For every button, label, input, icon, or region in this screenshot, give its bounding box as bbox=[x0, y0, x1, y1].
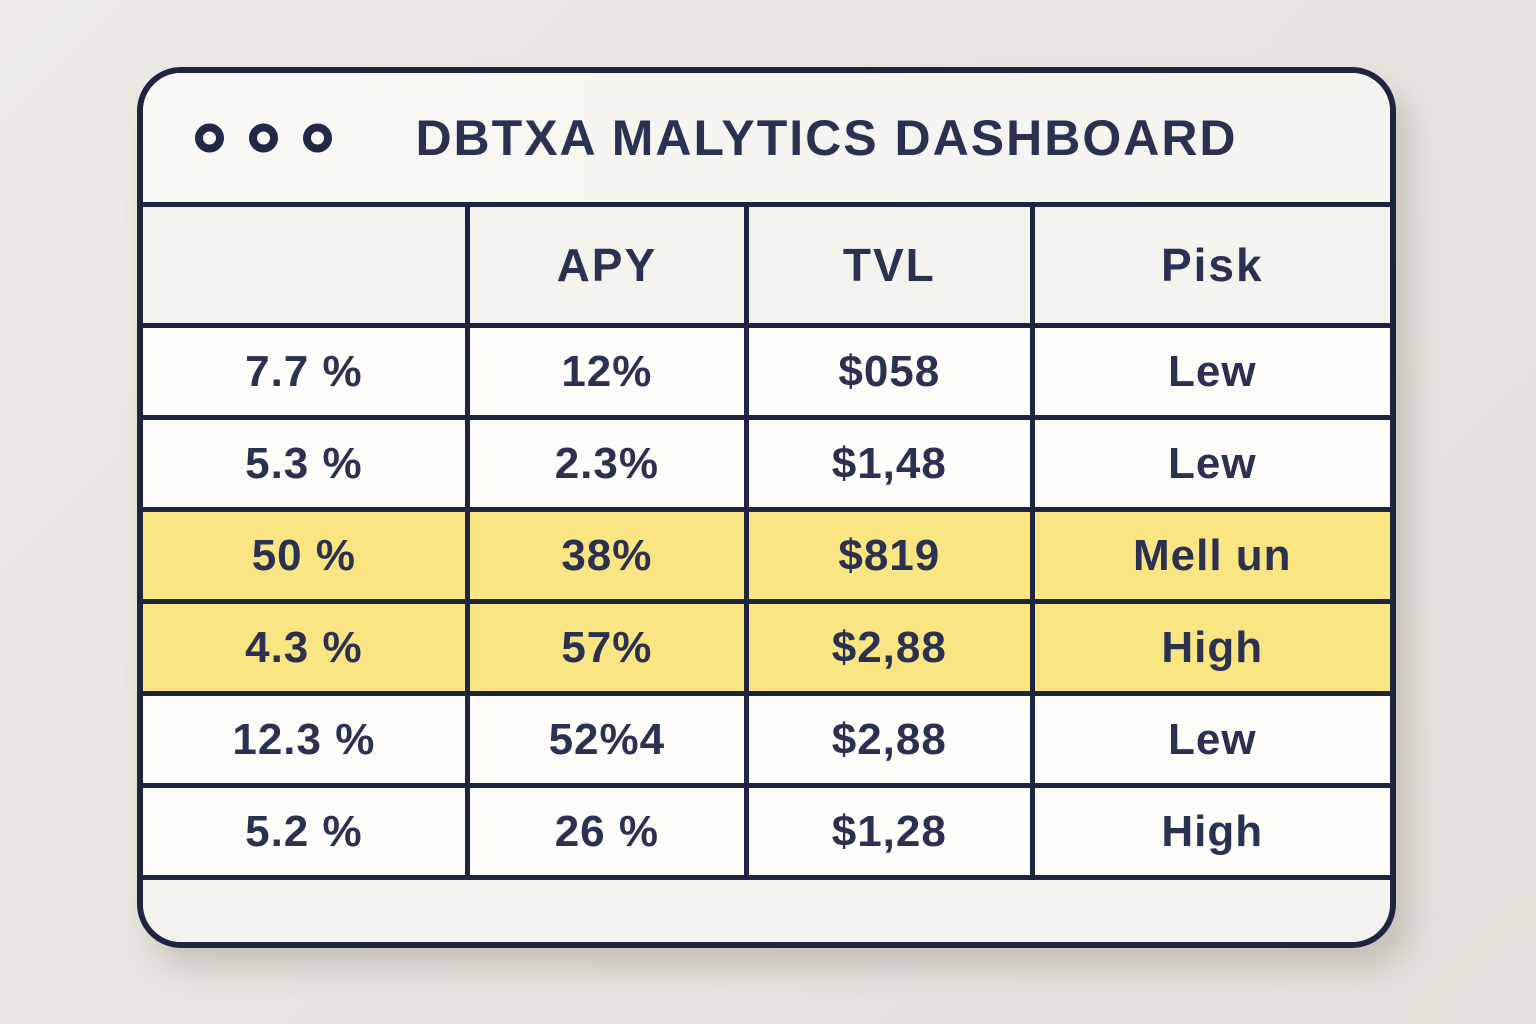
table-cell-r1-c3: $058 bbox=[749, 328, 1035, 420]
table-cell-r6-c2: 26 % bbox=[469, 788, 750, 880]
table-cell-r1-c2: 12% bbox=[469, 328, 750, 420]
table-cell-r2-c3: $1,48 bbox=[749, 420, 1035, 512]
table-cell-r3-c3: $819 bbox=[749, 512, 1035, 604]
table-cell-r2-c1: 5.3 % bbox=[143, 420, 470, 512]
table-cell-r5-c4: Lew bbox=[1034, 696, 1390, 788]
table-cell-r6-c3: $1,28 bbox=[749, 788, 1035, 880]
table-cell-r6-c1: 5.2 % bbox=[143, 788, 470, 880]
table-cell-r3-c1: 50 % bbox=[143, 512, 470, 604]
table-cell-r3-c2: 38% bbox=[469, 512, 750, 604]
table-cell-r4-c2: 57% bbox=[469, 604, 750, 696]
window-controls bbox=[195, 123, 332, 152]
column-header-pisk: Pisk bbox=[1034, 207, 1390, 328]
table-cell-r1-c1: 7.7 % bbox=[143, 328, 470, 420]
table-cell-r2-c2: 2.3% bbox=[469, 420, 750, 512]
window-title: DBTXA MALYTICS DASHBOARD bbox=[415, 109, 1238, 166]
table-cell-r5-c3: $2,88 bbox=[749, 696, 1035, 788]
table-cell-r3-c4: Mell un bbox=[1034, 512, 1390, 604]
window-control-dot-icon[interactable] bbox=[249, 123, 278, 152]
table-cell-r2-c4: Lew bbox=[1034, 420, 1390, 512]
window-control-dot-icon[interactable] bbox=[195, 123, 224, 152]
column-header-tvl: TVL bbox=[749, 207, 1035, 328]
table-cell-r4-c3: $2,88 bbox=[749, 604, 1035, 696]
title-bar: DBTXA MALYTICS DASHBOARD bbox=[143, 73, 1390, 207]
table-cell-r6-c4: High bbox=[1034, 788, 1390, 880]
table-cell-r1-c4: Lew bbox=[1034, 328, 1390, 420]
table-cell-r5-c2: 52%4 bbox=[469, 696, 750, 788]
table-cell-r4-c1: 4.3 % bbox=[143, 604, 470, 696]
column-header-apy: APY bbox=[469, 207, 750, 328]
window-footer bbox=[143, 880, 1390, 942]
window-control-dot-icon[interactable] bbox=[303, 123, 332, 152]
table-cell-r4-c4: High bbox=[1034, 604, 1390, 696]
column-header-empty bbox=[143, 207, 470, 328]
app-window: DBTXA MALYTICS DASHBOARD APY TVL Pisk 7.7 %… bbox=[137, 67, 1396, 948]
analytics-table: APY TVL Pisk 7.7 % 12% $058 Lew 5.3 % 2.3% $1,48 L… bbox=[143, 207, 1390, 880]
table-cell-r5-c1: 12.3 % bbox=[143, 696, 470, 788]
